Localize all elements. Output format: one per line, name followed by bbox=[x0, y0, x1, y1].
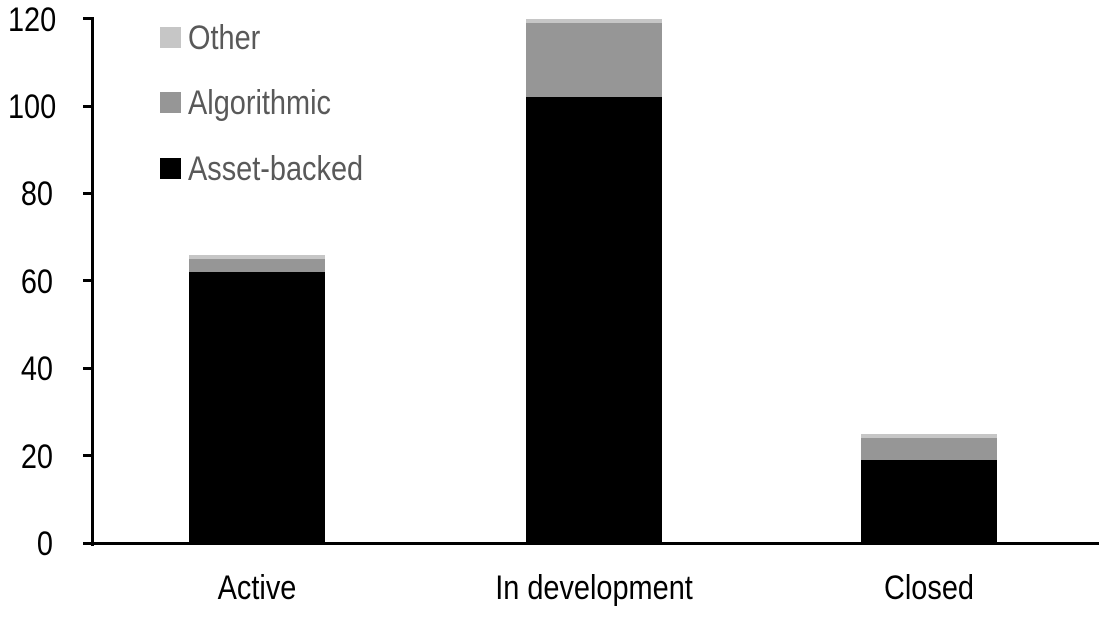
legend-swatch-algorithmic-icon bbox=[160, 92, 181, 113]
bar-active bbox=[189, 254, 325, 543]
y-tick-label-40: 40 bbox=[20, 350, 53, 389]
y-tick-label-120: 120 bbox=[7, 0, 57, 39]
x-category-label-closed: Closed bbox=[884, 569, 974, 607]
y-tick-label-0: 0 bbox=[36, 525, 53, 563]
legend-label-other: Other bbox=[188, 18, 261, 57]
bar-segment-asset-backed bbox=[189, 272, 325, 543]
y-tick-40 bbox=[83, 366, 91, 370]
x-axis-line bbox=[91, 542, 1099, 545]
bar-segment-algorithmic bbox=[526, 22, 662, 98]
bar-segment-other bbox=[861, 433, 997, 439]
legend-swatch-other-icon bbox=[160, 27, 181, 48]
y-tick-20 bbox=[83, 454, 91, 458]
bar-segment-algorithmic bbox=[189, 258, 325, 273]
y-tick-120 bbox=[83, 17, 91, 21]
bar-segment-algorithmic bbox=[861, 438, 997, 460]
y-tick-80 bbox=[83, 191, 91, 195]
legend-label-asset-backed: Asset-backed bbox=[188, 149, 364, 188]
y-axis-line bbox=[91, 17, 94, 546]
y-tick-label-80: 80 bbox=[20, 175, 53, 214]
legend-swatch-asset-backed-icon bbox=[160, 158, 181, 179]
x-category-label-in-development: In development bbox=[495, 569, 693, 607]
bar-segment-other bbox=[526, 18, 662, 23]
bar-segment-asset-backed bbox=[526, 97, 662, 543]
y-tick-label-20: 20 bbox=[20, 437, 53, 476]
y-tick-0 bbox=[83, 541, 91, 545]
x-category-label-active: Active bbox=[217, 569, 297, 607]
y-tick-60 bbox=[83, 279, 91, 283]
bar-in-development bbox=[526, 18, 662, 543]
y-tick-label-100: 100 bbox=[7, 88, 57, 126]
bar-closed bbox=[861, 433, 997, 543]
legend-label-algorithmic: Algorithmic bbox=[188, 83, 331, 122]
bar-segment-asset-backed bbox=[861, 459, 997, 543]
y-tick-100 bbox=[83, 104, 91, 108]
bar-segment-other bbox=[189, 254, 325, 259]
y-tick-label-60: 60 bbox=[20, 262, 53, 301]
